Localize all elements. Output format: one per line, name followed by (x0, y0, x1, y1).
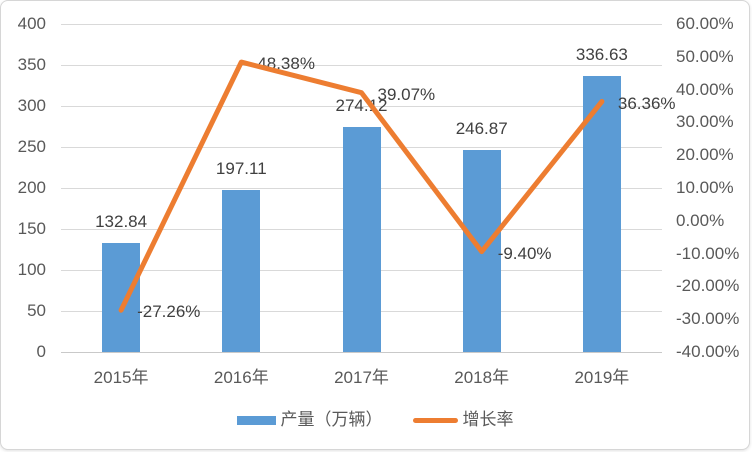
bar (342, 127, 381, 352)
y-axis-left-tick-label: 150 (17, 219, 46, 238)
y-axis-left-tick-label: 250 (17, 137, 46, 156)
y-axis-right-tick-label: 30.00% (676, 112, 734, 132)
y-axis-left-tick-label: 200 (17, 178, 46, 197)
gridline (61, 23, 662, 25)
legend-item-production: 产量（万辆） (236, 409, 383, 431)
y-axis-right-tick-label: -10.00% (676, 243, 740, 263)
y-axis-right-tick-label: -20.00% (676, 276, 740, 296)
y-axis-right-tick-label: 10.00% (676, 178, 734, 197)
line-point-label: 48.38% (257, 54, 315, 74)
x-axis-label: 2015年 (93, 368, 149, 387)
x-axis-label: 2016年 (213, 368, 269, 387)
y-axis-right-tick-label: 40.00% (676, 79, 734, 99)
legend-item-growth-rate: 增长率 (412, 409, 514, 431)
x-axis-label: 2018年 (454, 368, 510, 387)
bar-series-swatch-icon (236, 415, 276, 425)
y-axis-left-tick-label: 100 (17, 260, 46, 279)
y-axis-right-tick-label: 20.00% (676, 145, 734, 165)
x-axis-label: 2017年 (334, 368, 389, 387)
y-axis-left-tick-label: 400 (17, 14, 46, 33)
bar-value-label: 336.63 (575, 44, 628, 64)
legend-label-growth-rate: 增长率 (462, 410, 514, 429)
y-axis-left-tick-label: 0 (36, 342, 46, 361)
y-axis-left-tick-label: 300 (17, 96, 46, 115)
x-axis-label: 2019年 (574, 368, 630, 387)
line-point-label: 36.36% (617, 93, 676, 113)
bar-value-label: 132.84 (95, 212, 148, 232)
bar (102, 243, 141, 352)
y-axis-right-tick-label: -30.00% (676, 309, 740, 329)
y-axis-right-tick-label: 0.00% (676, 210, 725, 230)
legend-label-production: 产量（万辆） (280, 410, 383, 429)
bar (582, 75, 621, 352)
line-point-label: -27.26% (137, 302, 201, 322)
bar-value-label: 246.87 (455, 118, 508, 138)
y-axis-right-tick-label: 60.00% (676, 14, 734, 33)
line-point-label: -9.40% (497, 243, 552, 263)
gridline (61, 351, 662, 353)
y-axis-right-tick-label: 50.00% (676, 46, 734, 66)
y-axis-left-tick-label: 350 (17, 55, 46, 74)
bar (222, 190, 261, 352)
bar-value-label: 197.11 (215, 159, 267, 179)
legend: 产量（万辆） 增长率 (1, 409, 749, 431)
bar (462, 149, 501, 352)
y-axis-left-tick-label: 50 (27, 301, 46, 320)
line-series-swatch-icon (412, 417, 458, 423)
y-axis-right-tick-label: -40.00% (676, 342, 740, 361)
line-point-label: 39.07% (377, 84, 436, 104)
